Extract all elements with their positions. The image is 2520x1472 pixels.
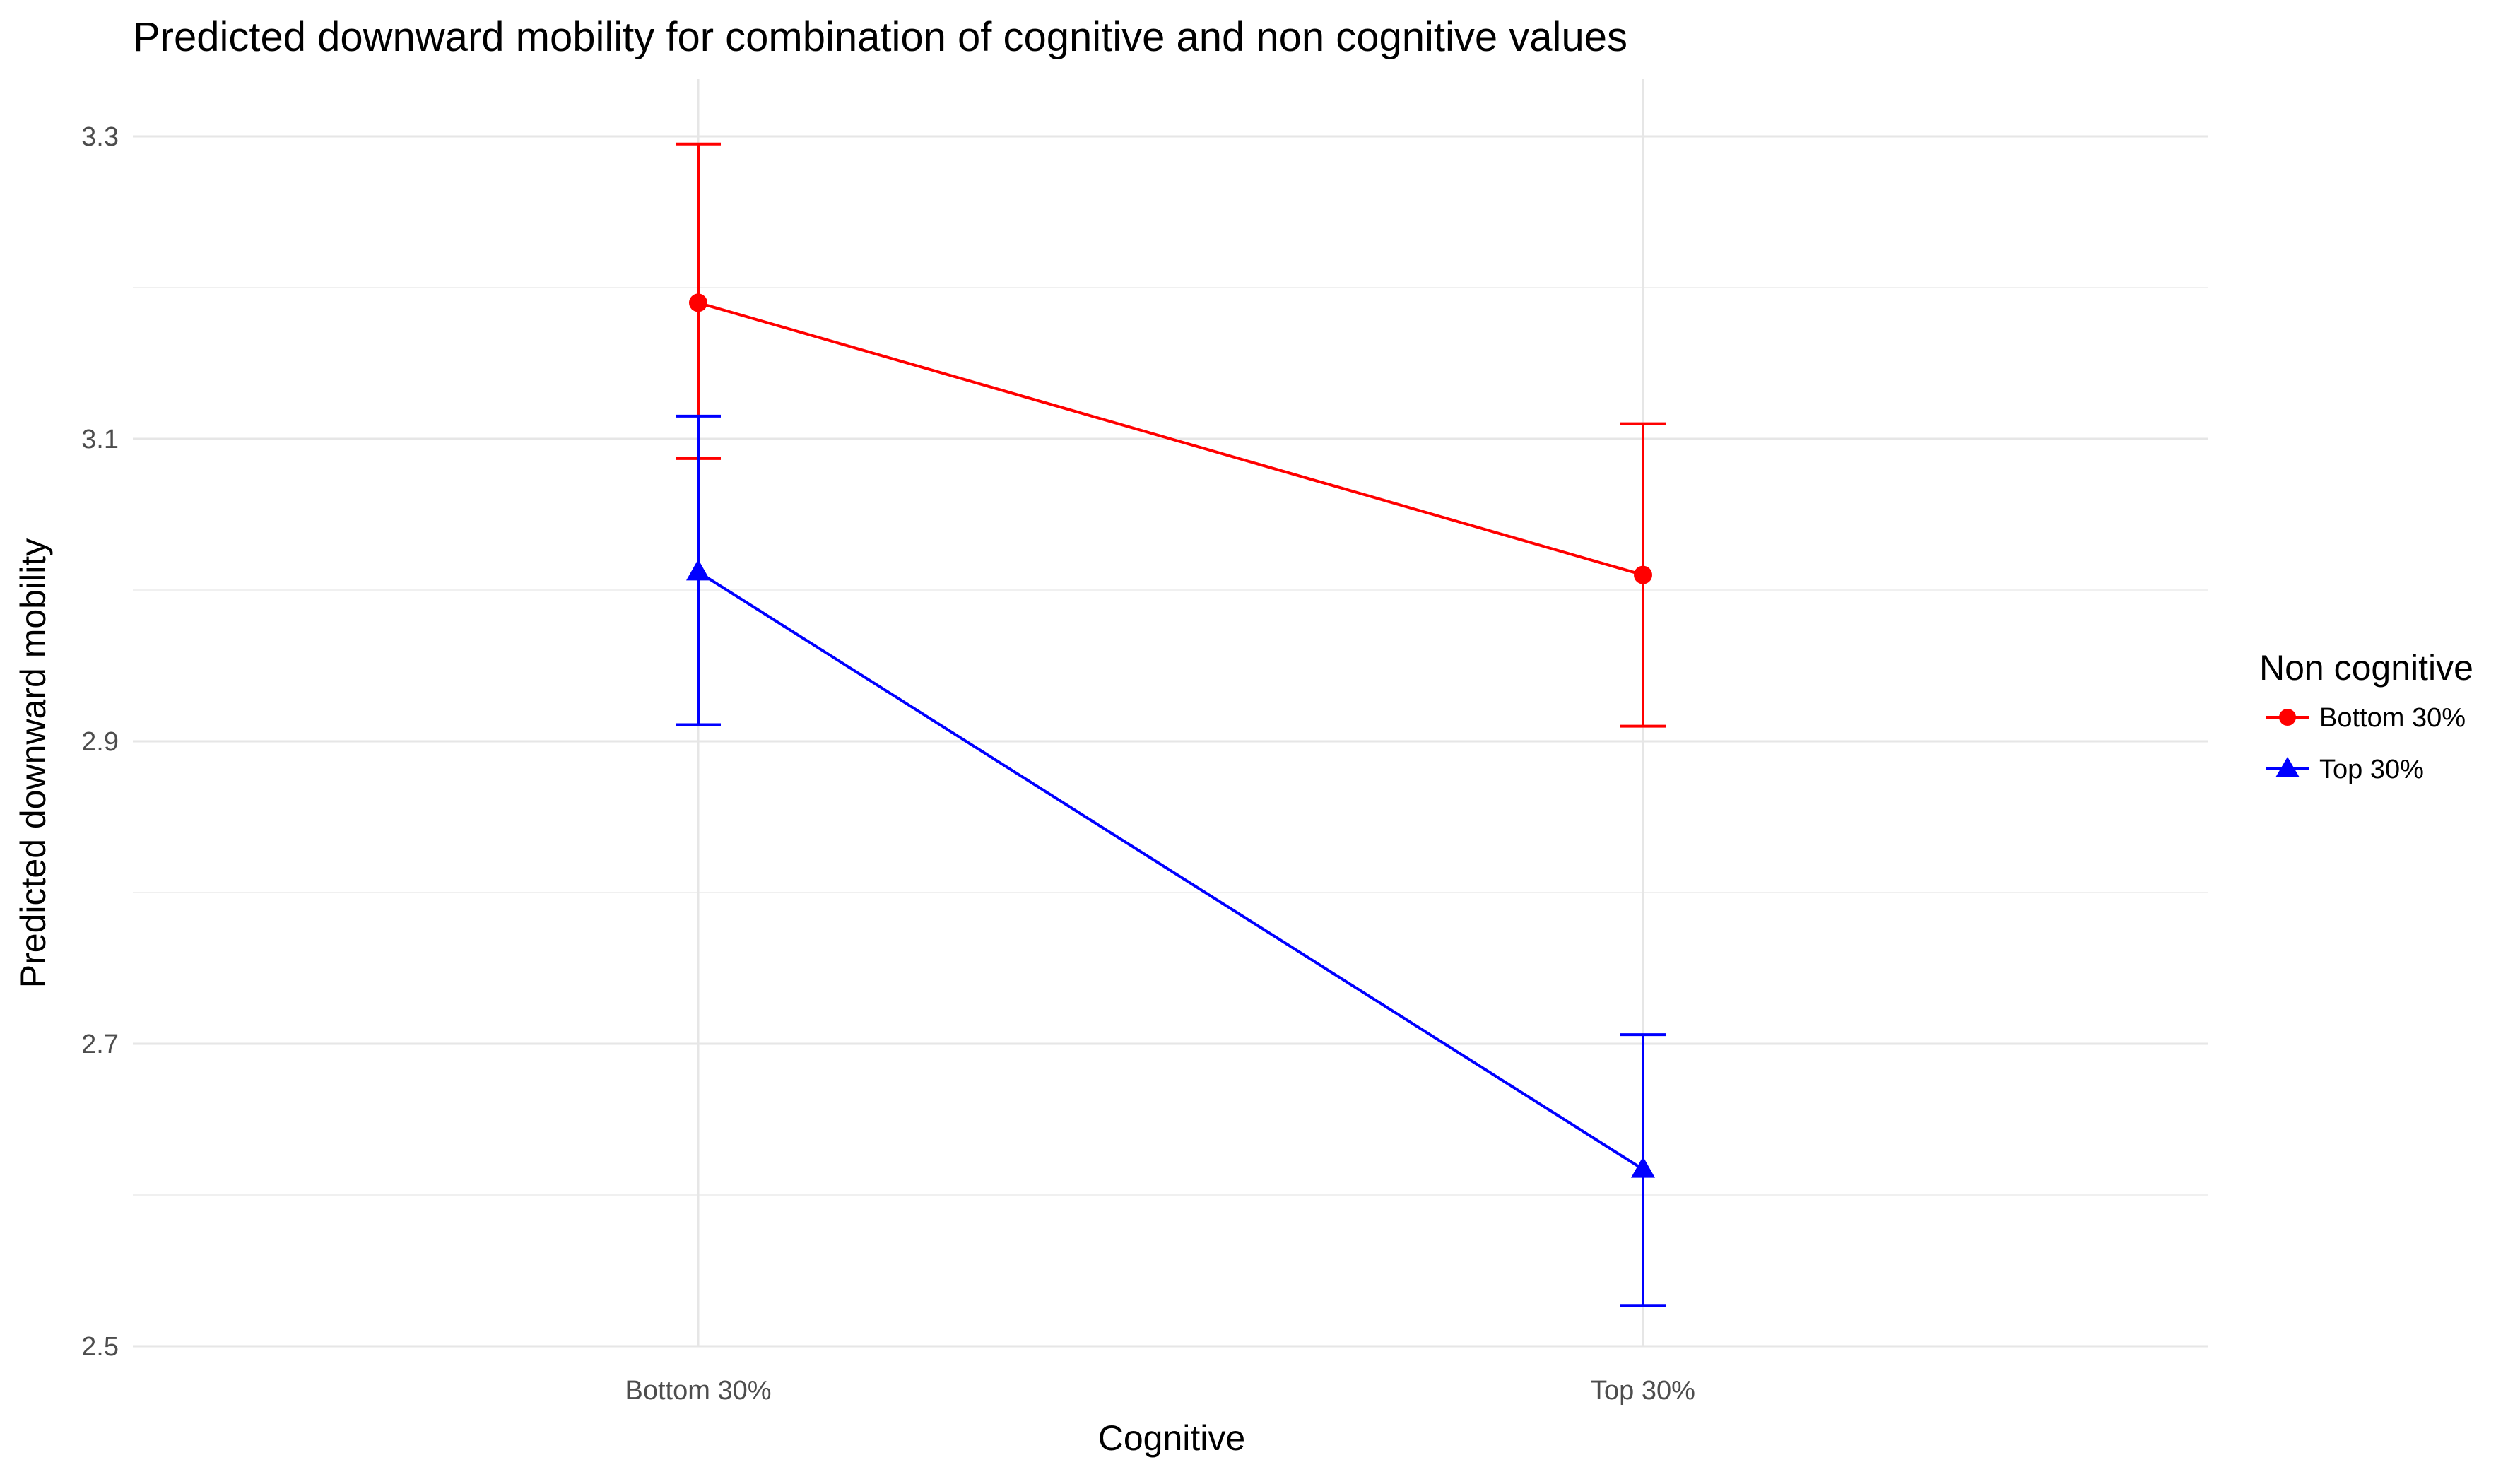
data-point: [1634, 565, 1652, 584]
legend-key-triangle: [2275, 757, 2300, 777]
x-tick-label: Top 30%: [1591, 1376, 1695, 1406]
y-tick-label: 2.7: [81, 1030, 119, 1059]
legend-label: Top 30%: [2319, 755, 2424, 784]
x-axis-ticks: Bottom 30% Top 30%: [625, 1376, 1695, 1406]
x-axis-title: Cognitive: [1098, 1418, 1245, 1458]
data-point: [686, 559, 710, 581]
minor-gridlines: [133, 287, 2208, 1196]
legend-title: Non cognitive: [2259, 648, 2473, 688]
legend-items: Bottom 30% Top 30%: [2266, 703, 2466, 784]
legend-key-circle: [2279, 709, 2296, 726]
series-0: [676, 142, 1666, 728]
y-axis-title: Predicted downward mobility: [13, 538, 53, 988]
series-1: [676, 414, 1666, 1307]
data-point: [689, 293, 707, 312]
series-line: [697, 570, 1644, 1171]
x-tick-label: Bottom 30%: [625, 1376, 772, 1406]
legend-item-1: Top 30%: [2266, 755, 2424, 784]
series-line: [697, 301, 1644, 577]
data-point: [1631, 1156, 1655, 1178]
y-tick-label: 2.9: [81, 727, 119, 757]
legend-label: Bottom 30%: [2319, 703, 2466, 733]
chart-title: Predicted downward mobility for combinat…: [133, 14, 1627, 60]
y-tick-label: 2.5: [81, 1332, 119, 1362]
y-tick-label: 3.3: [81, 122, 119, 152]
y-axis-ticks: 2.5 2.7 2.9 3.1 3.3: [81, 122, 119, 1362]
series-layer: [676, 142, 1666, 1307]
y-tick-label: 3.1: [81, 425, 119, 454]
legend: Non cognitive Bottom 30% Top 30%: [2259, 648, 2473, 784]
legend-item-0: Bottom 30%: [2266, 703, 2466, 733]
major-gridlines: [133, 79, 2208, 1348]
